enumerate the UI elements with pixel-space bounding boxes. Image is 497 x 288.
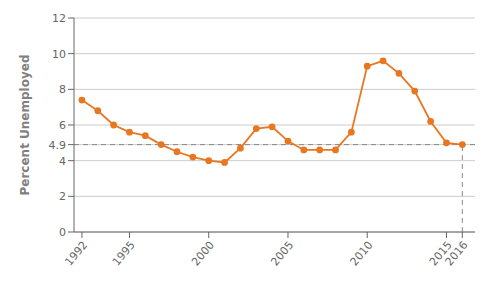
svg-text:2016: 2016 bbox=[443, 239, 471, 269]
svg-text:12: 12 bbox=[52, 12, 66, 25]
svg-text:4: 4 bbox=[59, 155, 66, 168]
svg-text:2: 2 bbox=[59, 190, 66, 203]
svg-text:10: 10 bbox=[52, 48, 66, 61]
svg-text:Percent Unemployed: Percent Unemployed bbox=[18, 55, 32, 196]
svg-text:2005: 2005 bbox=[268, 239, 296, 269]
svg-text:4.9: 4.9 bbox=[49, 139, 67, 152]
svg-text:1992: 1992 bbox=[62, 239, 90, 269]
svg-text:1995: 1995 bbox=[110, 239, 138, 269]
svg-text:8: 8 bbox=[59, 83, 66, 96]
svg-text:2000: 2000 bbox=[189, 239, 217, 269]
svg-text:6: 6 bbox=[59, 119, 66, 132]
svg-text:2010: 2010 bbox=[348, 239, 376, 269]
svg-text:0: 0 bbox=[59, 226, 66, 239]
svg-text:2015: 2015 bbox=[426, 238, 455, 269]
